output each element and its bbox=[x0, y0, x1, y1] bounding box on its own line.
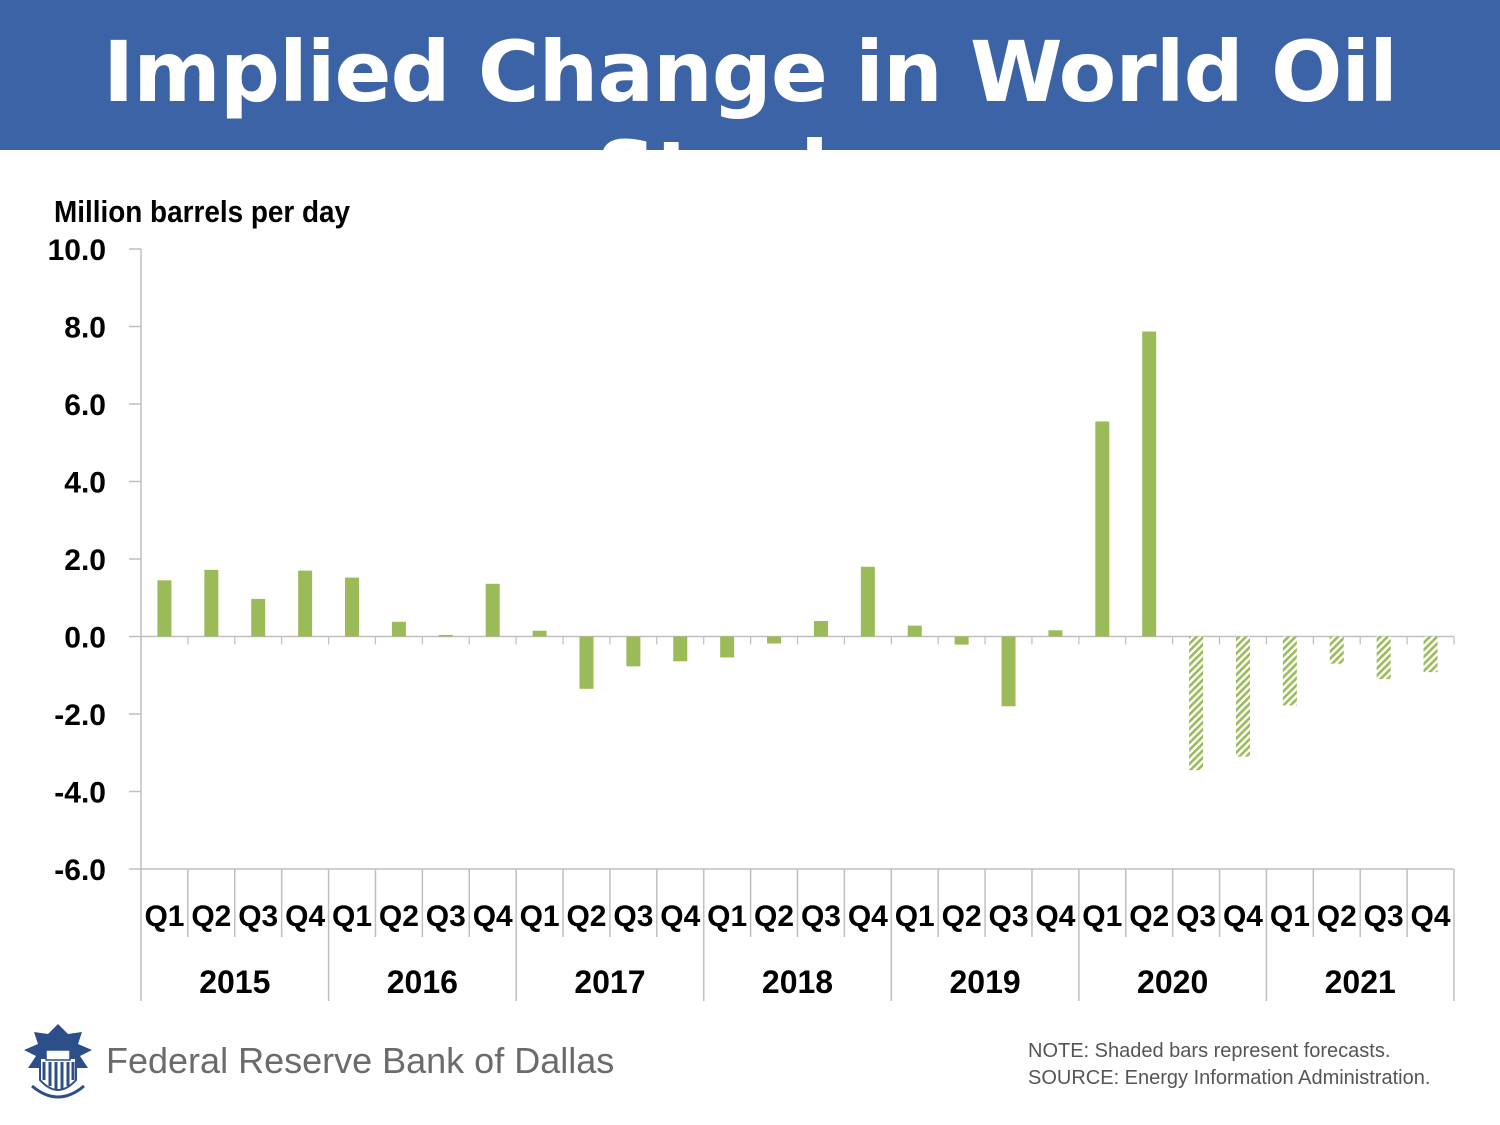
quarter-label: Q4 bbox=[848, 900, 888, 933]
quarter-label: Q2 bbox=[942, 900, 982, 933]
quarter-label: Q4 bbox=[285, 900, 325, 933]
y-tick-label: 2.0 bbox=[64, 544, 106, 577]
bar bbox=[391, 621, 406, 637]
bars bbox=[157, 331, 1438, 771]
year-label: 2015 bbox=[199, 964, 270, 1000]
year-label: 2016 bbox=[387, 964, 458, 1000]
forecast-bar bbox=[1423, 636, 1438, 673]
year-label: 2017 bbox=[574, 964, 645, 1000]
quarter-label: Q4 bbox=[1223, 900, 1263, 933]
bar bbox=[298, 570, 313, 637]
quarter-label: Q2 bbox=[1129, 900, 1169, 933]
bar bbox=[1142, 331, 1157, 637]
quarter-label: Q4 bbox=[660, 900, 700, 933]
source-text: SOURCE: Energy Information Administratio… bbox=[1028, 1067, 1431, 1089]
quarter-label: Q1 bbox=[144, 900, 184, 933]
bar bbox=[907, 625, 922, 637]
labels: 10.08.06.04.02.00.0-2.0-4.0-6.0Q1 Q2 Q3 Q4 Q… bbox=[48, 234, 1451, 1000]
chart-title: Implied Change in World Oil Stocks bbox=[103, 23, 1398, 221]
federal-reserve-seal-icon bbox=[22, 1022, 94, 1102]
bar bbox=[204, 569, 219, 637]
year-label: 2019 bbox=[949, 964, 1020, 1000]
quarter-label: Q1 bbox=[1082, 900, 1122, 933]
year-label: 2020 bbox=[1137, 964, 1208, 1000]
quarter-label: Q1 bbox=[332, 900, 372, 933]
bar bbox=[157, 580, 172, 637]
quarter-label: Q4 bbox=[1035, 900, 1075, 933]
forecast-bar bbox=[1376, 636, 1391, 680]
quarter-label: Q2 bbox=[754, 900, 794, 933]
organization-name: Federal Reserve Bank of Dallas bbox=[106, 1040, 615, 1081]
bar bbox=[1095, 421, 1110, 637]
quarter-label: Q3 bbox=[613, 900, 653, 933]
quarter-label: Q3 bbox=[801, 900, 841, 933]
y-tick-label: -4.0 bbox=[54, 777, 106, 810]
bar bbox=[251, 598, 266, 637]
source-note: NOTE: Shaded bars represent forecasts. S… bbox=[1028, 1038, 1430, 1092]
bar bbox=[485, 583, 500, 637]
forecast-bar bbox=[1235, 636, 1250, 757]
y-tick-label: 4.0 bbox=[64, 467, 106, 500]
bar bbox=[1001, 636, 1016, 707]
bar bbox=[673, 636, 688, 662]
y-tick-label: 10.0 bbox=[48, 234, 106, 267]
y-tick-label: -6.0 bbox=[54, 854, 106, 887]
quarter-label: Q2 bbox=[566, 900, 606, 933]
title-banner: Implied Change in World Oil Stocks bbox=[0, 0, 1500, 221]
axes bbox=[129, 248, 1455, 1001]
y-tick-label: 6.0 bbox=[64, 389, 106, 422]
y-tick-label: 8.0 bbox=[64, 312, 106, 345]
bar bbox=[860, 566, 875, 637]
forecast-bar bbox=[1329, 636, 1344, 664]
bar bbox=[626, 636, 641, 667]
quarter-label: Q2 bbox=[191, 900, 231, 933]
y-axis-label: Million barrels per day bbox=[54, 195, 351, 230]
forecast-bar bbox=[1282, 636, 1297, 706]
quarter-label: Q1 bbox=[895, 900, 935, 933]
bar bbox=[1048, 630, 1063, 637]
note-text: NOTE: Shaded bars represent forecasts. bbox=[1028, 1040, 1391, 1062]
bar bbox=[532, 630, 547, 637]
bar bbox=[767, 636, 782, 644]
quarter-label: Q3 bbox=[989, 900, 1029, 933]
forecast-bar bbox=[1189, 636, 1204, 771]
year-label: 2021 bbox=[1325, 964, 1396, 1000]
bar bbox=[345, 577, 360, 637]
bar bbox=[438, 634, 453, 637]
quarter-label: Q4 bbox=[1411, 900, 1451, 933]
bar bbox=[954, 636, 969, 645]
bar bbox=[813, 621, 828, 637]
y-tick-label: 0.0 bbox=[64, 622, 106, 655]
quarter-label: Q1 bbox=[707, 900, 747, 933]
quarter-label: Q1 bbox=[1270, 900, 1310, 933]
quarter-label: Q3 bbox=[426, 900, 466, 933]
bar bbox=[579, 636, 594, 689]
quarter-label: Q1 bbox=[520, 900, 560, 933]
quarter-label: Q4 bbox=[473, 900, 513, 933]
y-tick-label: -2.0 bbox=[54, 699, 106, 732]
year-label: 2018 bbox=[762, 964, 833, 1000]
quarter-label: Q3 bbox=[1364, 900, 1404, 933]
quarter-label: Q3 bbox=[1176, 900, 1216, 933]
quarter-label: Q2 bbox=[379, 900, 419, 933]
quarter-label: Q2 bbox=[1317, 900, 1357, 933]
quarter-label: Q3 bbox=[238, 900, 278, 933]
bar bbox=[720, 636, 735, 658]
